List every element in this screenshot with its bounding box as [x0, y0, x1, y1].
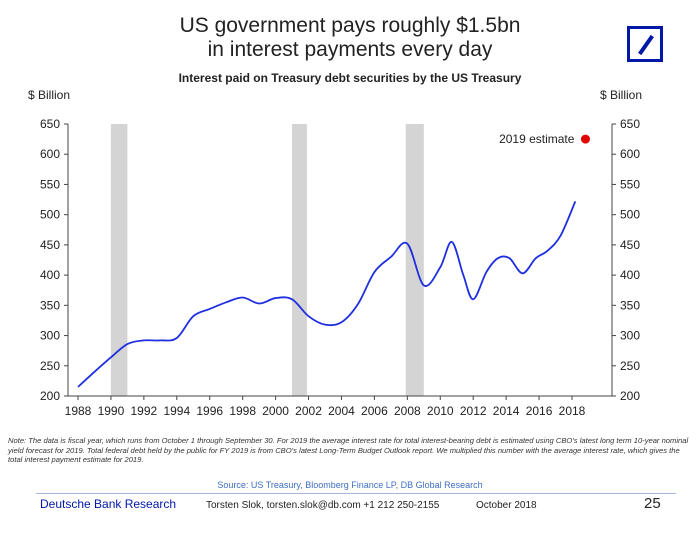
x-tick-label-2002: 2002: [295, 404, 322, 418]
y-tick-label-right-250: 250: [620, 359, 640, 373]
x-tick-label-1998: 1998: [229, 404, 256, 418]
interest-chart: 200 200 250 250 300 300 350 350 400 400 450 450 500 5…: [40, 117, 640, 418]
estimate-label: 2019 estimate: [499, 132, 575, 146]
y-tick-label-left-300: 300: [40, 329, 60, 343]
y-tick-label-left-600: 600: [40, 147, 60, 161]
estimate-point: [580, 134, 590, 144]
chart-note: Note: The data is fiscal year, which run…: [8, 436, 689, 464]
y-tick-label-right-300: 300: [620, 329, 640, 343]
x-tick-label-2004: 2004: [328, 404, 355, 418]
recession-bar-0: [110, 124, 128, 396]
y-tick-label-left-450: 450: [40, 238, 60, 252]
y-axis-label-left: $ Billion: [28, 88, 71, 102]
y-tick-label-left-350: 350: [40, 298, 60, 312]
y-tick-label-left-650: 650: [40, 117, 60, 131]
x-tick-label-1992: 1992: [131, 404, 158, 418]
footer-date: October 2018: [476, 500, 537, 511]
y-tick-label-right-350: 350: [620, 298, 640, 312]
series-line-0: [77, 201, 577, 388]
footer-divider: [36, 493, 676, 494]
source-line: Source: US Treasury, Bloomberg Finance L…: [217, 480, 483, 490]
chart-title: Interest paid on Treasury debt securitie…: [178, 71, 522, 85]
series-layer: [77, 201, 577, 388]
x-tick-label-2006: 2006: [361, 404, 388, 418]
x-tick-label-2018: 2018: [559, 404, 586, 418]
x-tick-label-1994: 1994: [163, 404, 190, 418]
recession-shading-layer: [110, 124, 424, 396]
y-tick-label-left-250: 250: [40, 359, 60, 373]
x-tick-label-2000: 2000: [262, 404, 289, 418]
tick-labels-layer: 200 200 250 250 300 300 350 350 400 400 450 450 500 5…: [40, 117, 640, 418]
y-tick-label-right-500: 500: [620, 208, 640, 222]
y-tick-label-right-400: 400: [620, 268, 640, 282]
y-tick-label-left-500: 500: [40, 208, 60, 222]
x-tick-label-2010: 2010: [427, 404, 454, 418]
x-tick-label-2008: 2008: [394, 404, 421, 418]
x-tick-label-2014: 2014: [493, 404, 520, 418]
x-tick-label-2016: 2016: [526, 404, 553, 418]
deutsche-bank-logo-icon: [627, 26, 663, 62]
axes-layer: [64, 123, 616, 400]
footer-author: Torsten Slok, torsten.slok@db.com +1 212…: [206, 500, 440, 511]
headline-line-1: US government pays roughly $1.5bn: [179, 14, 521, 37]
footer-brand: Deutsche Bank Research: [40, 497, 177, 511]
x-tick-label-2012: 2012: [460, 404, 487, 418]
headline-line-2: in interest payments every day: [207, 38, 493, 61]
y-tick-label-right-200: 200: [620, 389, 640, 403]
y-tick-label-right-600: 600: [620, 147, 640, 161]
x-tick-label-1990: 1990: [98, 404, 125, 418]
estimate-layer: 2019 estimate: [499, 132, 590, 146]
y-tick-label-right-450: 450: [620, 238, 640, 252]
y-axis-label-right: $ Billion: [600, 88, 643, 102]
y-tick-label-right-550: 550: [620, 177, 640, 191]
recession-bar-1: [292, 124, 307, 396]
y-tick-label-right-650: 650: [620, 117, 640, 131]
y-tick-label-left-200: 200: [40, 389, 60, 403]
x-tick-label-1996: 1996: [196, 404, 223, 418]
logo-slash: [638, 34, 654, 56]
y-tick-label-left-550: 550: [40, 177, 60, 191]
x-tick-label-1988: 1988: [65, 404, 92, 418]
y-tick-label-left-400: 400: [40, 268, 60, 282]
page-number: 25: [644, 495, 661, 512]
